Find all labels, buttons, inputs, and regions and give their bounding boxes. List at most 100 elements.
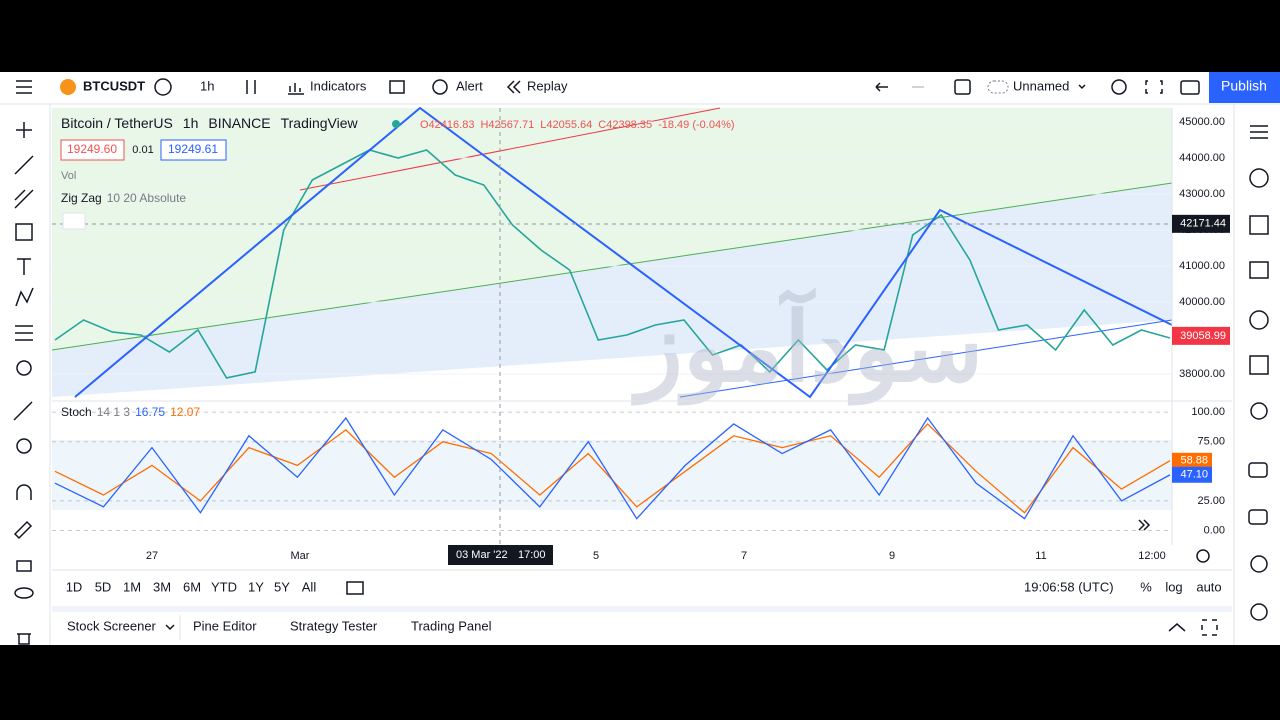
interval[interactable]: 1h [200,78,214,93]
change: -18.49 (-0.04%) [658,119,734,131]
magnet-tool[interactable] [16,484,32,500]
channel-line [679,319,1173,398]
sell-box[interactable] [60,139,125,161]
prediction-tool[interactable] [15,325,33,341]
channel-upper-fill [52,108,1172,350]
range-button[interactable]: 5Y [274,579,290,594]
layout-icon[interactable] [954,79,971,95]
crosshair-time-box [448,545,553,565]
watchlist-icon[interactable] [1250,125,1268,139]
stoch-tick-label: 100.00 [1191,406,1225,418]
scale-option[interactable]: % [1140,579,1152,594]
menu-icon[interactable] [16,80,32,94]
axis-settings[interactable] [1196,549,1210,563]
fullscreen-icon[interactable] [1145,80,1163,94]
delete-tool[interactable] [17,633,31,645]
shape-tool[interactable] [15,223,33,241]
chevron[interactable] [1078,84,1086,90]
zoom-tool[interactable] [16,438,32,454]
top-toolbar: BTCUSDT 1h Indicators Alert Replay Unnam… [16,72,1280,103]
notifications-icon[interactable] [1250,603,1268,621]
left-toolbar [13,122,34,645]
symbol[interactable]: BTCUSDT [83,78,145,93]
collapse-legend[interactable] [62,212,86,230]
calendar-icon[interactable] [1249,355,1269,375]
right-toolbar [1248,125,1269,621]
collapse-panel[interactable] [1168,623,1186,632]
panel-tab[interactable]: Pine Editor [193,618,257,633]
chevron[interactable] [165,624,175,631]
alerts-icon[interactable] [1249,168,1269,188]
ideas-icon[interactable] [1250,402,1268,420]
indicator: Zig Zag [61,191,102,205]
replay-icon [506,80,521,94]
maximize-panel[interactable] [1201,619,1218,636]
add-icon[interactable] [154,78,172,96]
undo-icon[interactable] [875,82,888,92]
measure-tool[interactable] [13,401,33,421]
hide-tool[interactable] [14,587,34,599]
data-window-icon[interactable] [1249,261,1269,279]
low: L42055.64 [540,119,592,131]
layout-name[interactable]: Unnamed [1013,78,1069,93]
symbol-name: Bitcoin / TetherUS [61,115,173,131]
last-price: 39058.99 [1180,330,1226,342]
stoch-k-last: 47.10 [1180,469,1208,481]
range-button[interactable]: 5D [95,579,112,594]
interval: 1h [183,115,199,131]
bid[interactable]: 19249.60 [67,142,117,156]
pattern-tool[interactable] [15,287,34,307]
stoch-d-box [1172,452,1212,469]
fib-tool[interactable] [14,189,34,209]
lock-tool[interactable] [16,560,32,572]
zigzag [74,106,1173,399]
time-tick-label: 5 [593,550,599,562]
price-tick-label: 44000.00 [1179,152,1225,164]
range-button[interactable]: 1Y [248,579,264,594]
stoch-k-box [1172,466,1212,483]
help-icon[interactable] [1250,555,1268,573]
range-button[interactable]: All [302,579,317,594]
divider [52,606,1232,612]
alert-icon [432,79,448,95]
range-button[interactable]: YTD [211,579,237,594]
indicator-name: Zig Zag 10 20 Absolute [61,191,186,205]
range-button[interactable]: 6M [183,579,201,594]
trendline-tool[interactable] [14,155,34,175]
publish-label[interactable]: Publish [1221,78,1267,94]
scale-option[interactable]: log [1165,579,1182,594]
stoch-k: 16.75 [135,405,165,419]
news-icon[interactable] [1249,215,1269,235]
hotlist-icon[interactable] [1249,310,1269,330]
date-range-icon[interactable] [346,581,364,595]
text-tool[interactable] [17,258,31,275]
stoch-d: 12.07 [170,405,200,419]
range-button[interactable]: 1M [123,579,141,594]
icon-tool[interactable] [16,360,32,376]
panel-tab[interactable]: Strategy Tester [290,618,378,633]
cursor-tool[interactable] [16,122,32,138]
scale-option[interactable]: auto [1196,579,1221,594]
volume-label: Vol [61,170,76,182]
range-button[interactable]: 3M [153,579,171,594]
chart-style-icon[interactable] [246,80,256,94]
panel-tab[interactable]: Stock Screener [67,618,157,633]
time-tick-label: 12:00 [1138,550,1166,562]
range-button[interactable]: 1D [66,579,83,594]
panel-tab[interactable]: Trading Panel [411,618,492,633]
streams-icon[interactable] [1248,509,1268,525]
settings-icon[interactable] [1111,79,1127,95]
chats-icon[interactable] [1248,462,1268,478]
ask[interactable]: 19249.61 [168,142,218,156]
stay-drawing-tool[interactable] [13,520,33,540]
indicators[interactable]: Indicators [310,78,367,93]
templates-icon[interactable] [389,80,405,94]
scroll-right[interactable] [1138,519,1151,531]
alert[interactable]: Alert [456,78,483,93]
publish-button[interactable] [1209,72,1280,103]
replay[interactable]: Replay [527,78,568,93]
time-tick-label: 27 [146,550,158,562]
last-price-box [1172,326,1230,345]
buy-box[interactable] [160,139,227,161]
snapshot-icon[interactable] [1180,80,1200,95]
